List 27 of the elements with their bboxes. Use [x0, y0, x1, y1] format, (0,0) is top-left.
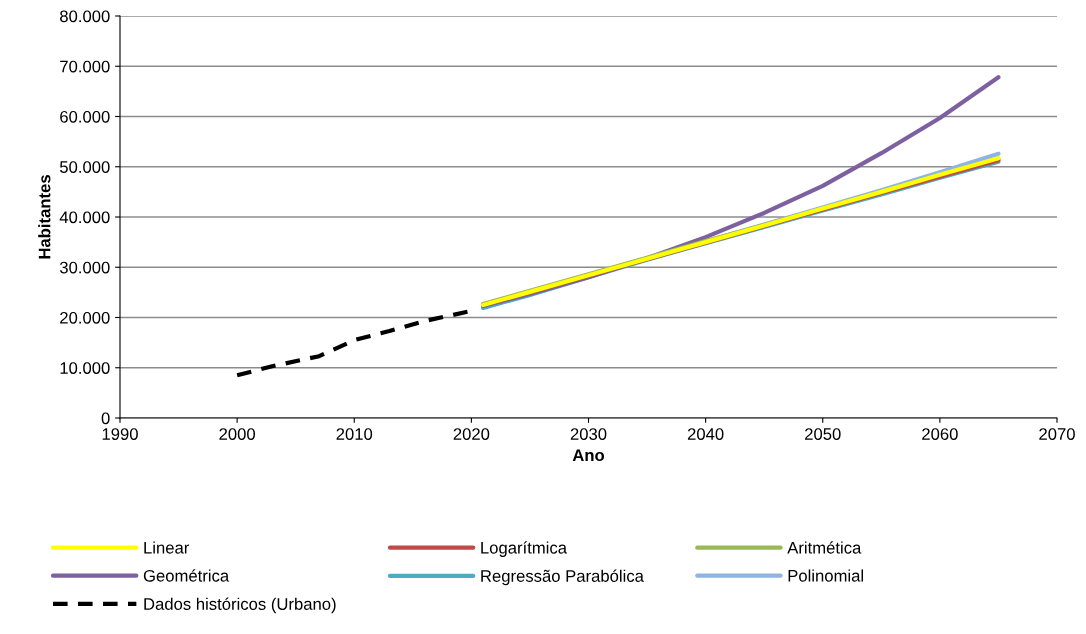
x-tick-label: 2050 — [805, 428, 841, 440]
y-tick-label: 80.000 — [60, 10, 110, 23]
x-tick-label: 2010 — [336, 428, 373, 440]
x-tick-label: 2070 — [1039, 428, 1075, 440]
y-axis-title: Habitantes — [38, 175, 51, 259]
y-tick-label: 60.000 — [60, 110, 110, 123]
legend-label: Dados históricos (Urbano) — [144, 597, 336, 614]
legend-label: Logarítmica — [481, 541, 567, 557]
x-tick-label: 2000 — [219, 428, 256, 440]
legend-label: Polinomial — [788, 569, 864, 582]
y-tick-label: 30.000 — [59, 261, 110, 274]
legend-label: Regressão Parabólica — [481, 569, 644, 586]
y-tick-label: 40.000 — [59, 211, 110, 224]
x-tick-label: 2040 — [687, 428, 724, 440]
x-tick-label: 1990 — [102, 428, 138, 440]
x-tick-label: 2060 — [922, 428, 958, 440]
y-tick-label: 50.000 — [59, 161, 110, 173]
legend-label: Geométrica — [143, 569, 230, 582]
x-tick-label: 2030 — [570, 428, 607, 440]
y-tick-label: 0 — [101, 412, 110, 425]
legend-label: Aritmética — [787, 541, 862, 554]
y-tick-label: 70.000 — [60, 60, 110, 73]
legend-label: Linear — [144, 541, 190, 554]
y-tick-label: 20.000 — [60, 311, 110, 324]
y-tick-label: 10.000 — [60, 362, 110, 374]
x-axis-title: Ano — [572, 449, 605, 462]
x-tick-label: 2020 — [453, 428, 490, 440]
